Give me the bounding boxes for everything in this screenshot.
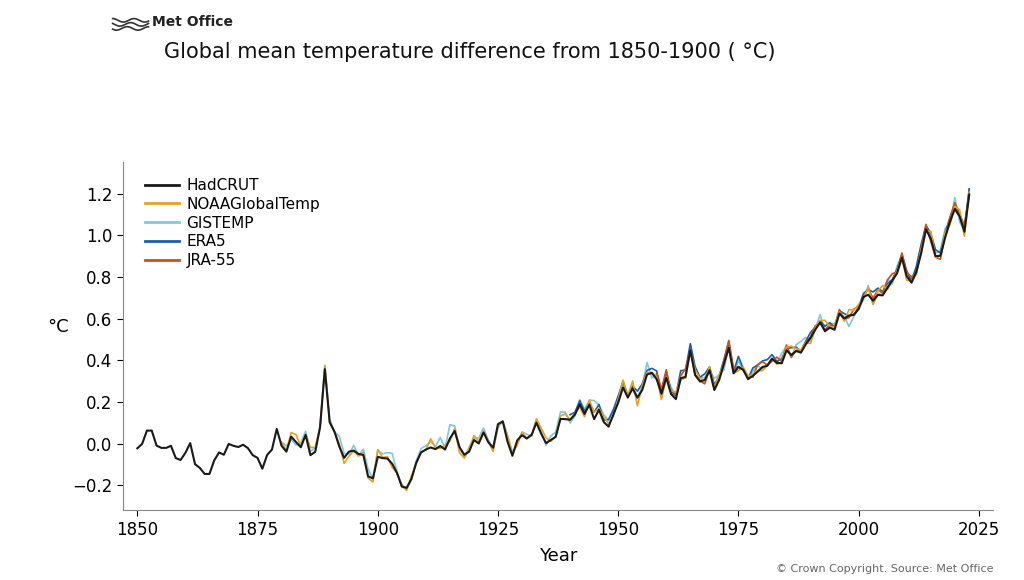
Text: © Crown Copyright. Source: Met Office: © Crown Copyright. Source: Met Office	[776, 564, 993, 574]
X-axis label: Year: Year	[539, 547, 578, 565]
Y-axis label: °C: °C	[47, 318, 70, 336]
Text: Global mean temperature difference from 1850-1900 ( °C): Global mean temperature difference from …	[164, 42, 775, 61]
Text: Met Office: Met Office	[152, 15, 232, 29]
Legend: HadCRUT, NOAAGlobalTemp, GISTEMP, ERA5, JRA-55: HadCRUT, NOAAGlobalTemp, GISTEMP, ERA5, …	[139, 172, 327, 274]
